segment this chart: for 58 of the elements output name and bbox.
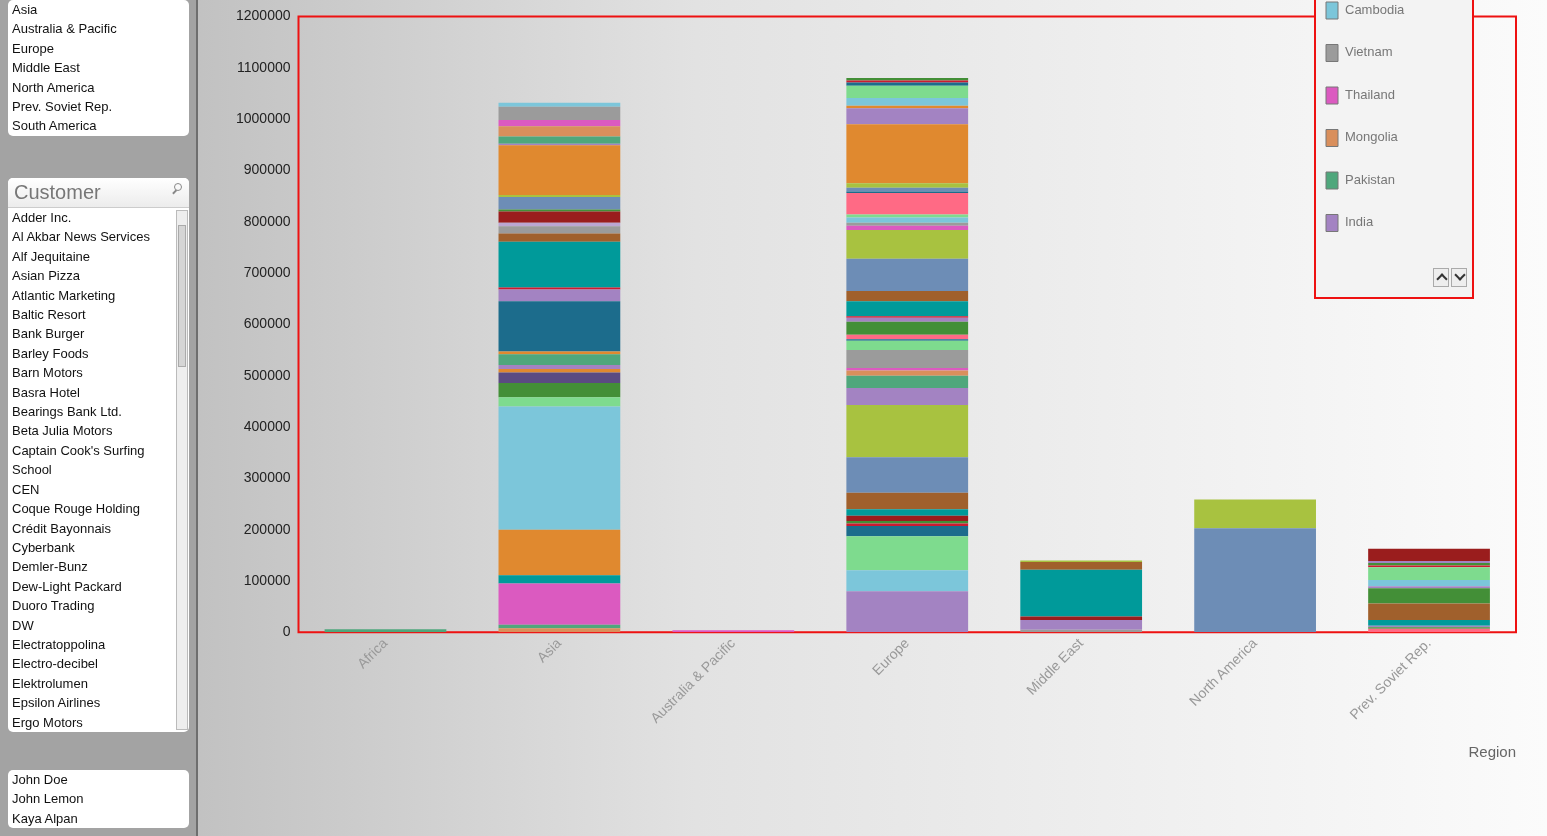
text: John Doe — [11, 771, 69, 789]
text: Middle East — [11, 59, 81, 78]
text: Coque Rouge Holding — [11, 500, 141, 519]
y-tick-label: 200000 — [243, 520, 291, 537]
y-tick-label: 900000 — [243, 161, 291, 178]
x-tick-label: Asia — [533, 634, 565, 666]
text: Electro-decibel — [11, 655, 99, 674]
text: Adder Inc. — [11, 209, 73, 227]
text: Australia & Pacific — [11, 20, 118, 39]
text: Demler-Bunz — [11, 558, 89, 577]
text: Captain Cook's Surfing School — [11, 441, 146, 480]
text: Cyberbank — [11, 538, 76, 557]
y-tick-label: 700000 — [243, 263, 291, 280]
legend-label: Vietnam — [1345, 44, 1393, 60]
text: North America — [11, 78, 96, 97]
text: Barley Foods — [11, 344, 90, 363]
y-tick-label: 1100000 — [237, 58, 291, 75]
text: Customer — [8, 178, 189, 208]
text: Atlantic Marketing — [11, 286, 117, 305]
text: Baltic Resort — [11, 306, 87, 325]
text: Crédit Bayonnais — [11, 519, 112, 538]
text: CEN — [11, 480, 41, 499]
legend-label: India — [1345, 214, 1374, 230]
x-axis-title: Region — [1468, 743, 1516, 761]
text: Beta Julia Motors — [11, 422, 114, 441]
y-tick-label: 800000 — [243, 212, 291, 229]
legend-label: Thailand — [1345, 86, 1395, 102]
y-tick-label: 600000 — [243, 315, 291, 332]
text: Ergo Motors — [11, 713, 84, 732]
text: Kaya Alpan — [11, 809, 79, 828]
text: Al Akbar News Services — [11, 228, 151, 247]
y-tick-label: 400000 — [243, 417, 291, 434]
text: Duoro Trading — [11, 597, 96, 616]
text: Barn Motors — [11, 364, 84, 383]
y-tick-label: 1000000 — [235, 109, 291, 126]
y-tick-label: 500000 — [243, 366, 291, 383]
text: Electratoppolina — [11, 635, 107, 654]
y-tick-label: 0 — [282, 623, 291, 640]
text: John Lemon — [11, 790, 85, 809]
legend-label: Mongolia — [1345, 129, 1399, 145]
y-tick-label: 100000 — [243, 571, 291, 588]
text: Alf Jequitaine — [11, 247, 92, 266]
text: Prev. Soviet Rep. — [11, 98, 114, 117]
legend-label: Cambodia — [1345, 1, 1406, 17]
text: Bank Burger — [11, 325, 86, 344]
legend-label: Pakistan — [1345, 171, 1395, 187]
text: Elektrolumen — [11, 674, 89, 693]
text: Epsilon Airlines — [11, 694, 102, 713]
text: Europe — [11, 39, 55, 58]
text: Asia — [11, 1, 39, 19]
text: Asian Pizza — [11, 267, 81, 286]
text: Basra Hotel — [11, 383, 81, 402]
text: DW — [11, 616, 35, 635]
y-tick-label: 300000 — [243, 469, 291, 486]
text: South America — [11, 117, 98, 136]
text: Dew-Light Packard — [11, 577, 123, 596]
text: Bearings Bank Ltd. — [11, 403, 123, 422]
y-tick-label: 1200000 — [235, 7, 291, 24]
